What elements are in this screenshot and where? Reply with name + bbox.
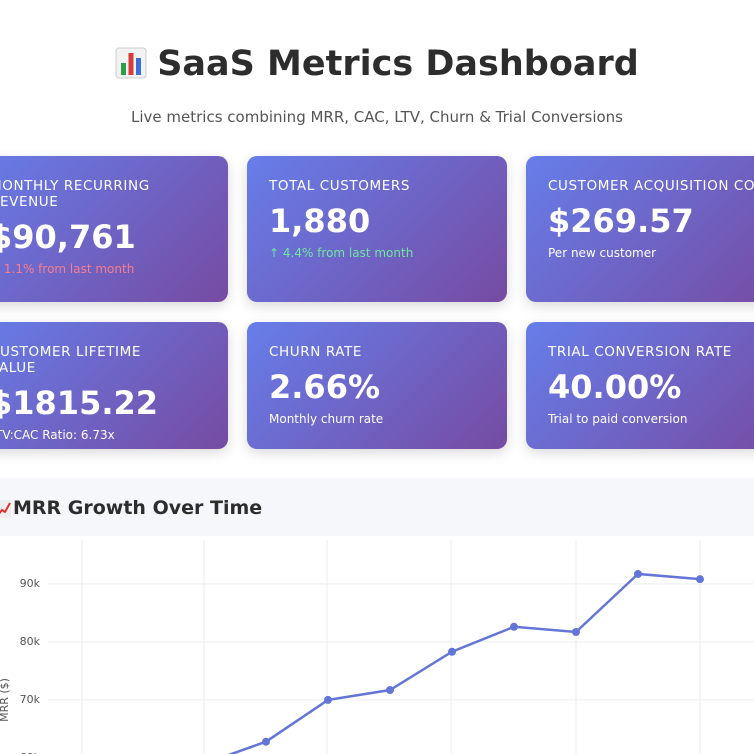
card-label: TOTAL CUSTOMERS <box>269 178 410 194</box>
page-title: SaaS Metrics Dashboard <box>0 44 754 84</box>
chart-icon <box>0 500 11 518</box>
card-note: ↑ 4.4% from last month <box>269 246 414 260</box>
y-tick-label: 80k <box>20 635 41 648</box>
card-note: ↓ 1.1% from last month <box>0 262 135 276</box>
card-value: $1815.22 <box>0 384 159 422</box>
chart: 60k 70k 80k 90k MRR ($) <box>0 540 754 754</box>
metric-card: CUSTOMER ACQUISITION COST $269.57 Per new … <box>526 156 754 302</box>
card-value: 40.00% <box>548 368 682 406</box>
chart-title: MRR Growth Over Time <box>0 497 263 519</box>
point <box>262 737 270 746</box>
card-label: MONTHLY RECURRING REVENUE <box>0 178 150 210</box>
point <box>448 647 456 656</box>
point <box>510 622 518 631</box>
card-value: 1,880 <box>269 202 371 240</box>
card-value: $269.57 <box>548 202 694 240</box>
card-note: Trial to paid conversion <box>548 412 688 426</box>
card-label: CUSTOMER LIFETIME VALUE <box>0 344 142 376</box>
card-value: $90,761 <box>0 218 136 256</box>
metric-card: CUSTOMER LIFETIME VALUE $1815.22 LTV:CAC R… <box>0 322 228 449</box>
title-text: SaaS Metrics Dashboard <box>157 44 639 84</box>
metric-card: TRIAL CONVERSION RATE 40.00% Trial to paid… <box>526 322 754 449</box>
card-note: Per new customer <box>548 246 657 260</box>
point <box>696 575 704 584</box>
point <box>572 628 580 637</box>
chart-title-text: MRR Growth Over Time <box>13 497 263 519</box>
line <box>227 572 701 754</box>
y-tick-label: 90k <box>20 577 41 590</box>
y-axis-label: MRR ($) <box>0 678 11 722</box>
card-label: CHURN RATE <box>269 344 363 360</box>
metric-card: MONTHLY RECURRING REVENUE $90,761 ↓ 1.1% f… <box>0 156 228 302</box>
card-value: 2.66% <box>269 368 381 406</box>
metric-card: CHURN RATE 2.66% Monthly churn rate <box>247 322 507 449</box>
title-icon <box>115 47 147 79</box>
subtitle: Live metrics combining MRR, CAC, LTV, Ch… <box>131 108 623 126</box>
point <box>324 695 332 704</box>
card-note: LTV:CAC Ratio: 6.73x <box>0 428 115 442</box>
card-label: TRIAL CONVERSION RATE <box>548 344 732 360</box>
card-note: Monthly churn rate <box>269 412 384 426</box>
y-tick-label: 70k <box>20 693 41 706</box>
point <box>386 686 394 695</box>
metric-card: TOTAL CUSTOMERS 1,880 ↑ 4.4% from last mon… <box>247 156 507 302</box>
chart-header <box>0 478 754 536</box>
y-tick-label: 60k <box>20 751 41 754</box>
point <box>634 569 642 578</box>
card-label: CUSTOMER ACQUISITION COST <box>548 178 754 194</box>
